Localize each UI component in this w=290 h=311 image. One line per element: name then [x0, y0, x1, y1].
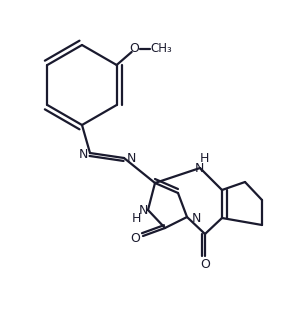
- Text: O: O: [130, 231, 140, 244]
- Text: N: N: [138, 203, 148, 216]
- Text: O: O: [200, 258, 210, 272]
- Text: H: H: [199, 152, 209, 165]
- Text: H: H: [131, 211, 141, 225]
- Text: N: N: [78, 147, 88, 160]
- Text: N: N: [194, 163, 204, 175]
- Text: N: N: [191, 212, 201, 225]
- Text: N: N: [126, 152, 136, 165]
- Text: CH₃: CH₃: [151, 43, 173, 55]
- Text: O: O: [130, 43, 139, 55]
